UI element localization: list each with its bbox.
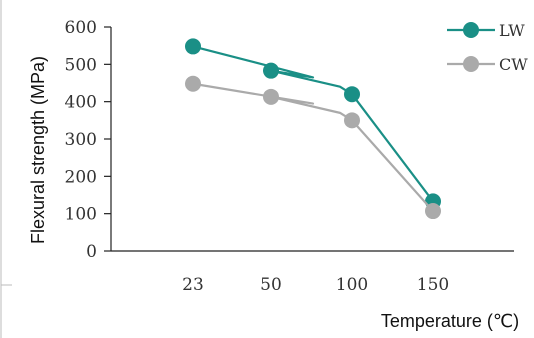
y-ticks: 0 100 200 300 400 500 600: [65, 18, 111, 262]
legend-marker-LW: [463, 22, 479, 38]
series-LW: [185, 38, 441, 210]
series-layer: [185, 38, 441, 220]
point-CW-23: [185, 75, 201, 92]
series-CW: [185, 75, 441, 220]
y-axis-title: Flexural strength (MPa): [28, 56, 48, 244]
point-LW-50: [263, 62, 279, 79]
y-tick-label-100: 100: [65, 205, 97, 225]
y-tick-label-600: 600: [65, 18, 97, 38]
legend: LW CW: [447, 21, 528, 74]
x-tick-label-150: 150: [417, 275, 449, 295]
y-tick-label-500: 500: [65, 55, 97, 75]
y-tick-label-0: 0: [86, 242, 97, 262]
legend-label-LW: LW: [499, 21, 525, 40]
point-CW-150: [425, 203, 441, 220]
x-axis-title: Temperature (℃): [381, 311, 519, 331]
point-CW-50: [263, 88, 279, 105]
x-tick-label-23: 23: [182, 275, 204, 295]
series-line-LW: [192, 45, 434, 203]
series-line-CW: [192, 82, 434, 212]
y-tick-label-400: 400: [65, 93, 97, 113]
x-tick-label-100: 100: [336, 275, 368, 295]
y-tick-label-200: 200: [65, 167, 97, 187]
y-tick-label-300: 300: [65, 130, 97, 150]
x-ticks: 23 50 100 150: [182, 275, 449, 295]
point-LW-23: [185, 38, 201, 55]
legend-item-CW: CW: [447, 55, 528, 74]
x-tick-label-50: 50: [260, 275, 282, 295]
legend-item-LW: LW: [447, 21, 525, 40]
legend-label-CW: CW: [499, 55, 528, 74]
point-LW-100: [344, 86, 360, 103]
point-CW-100: [344, 112, 360, 129]
legend-marker-CW: [463, 56, 479, 72]
